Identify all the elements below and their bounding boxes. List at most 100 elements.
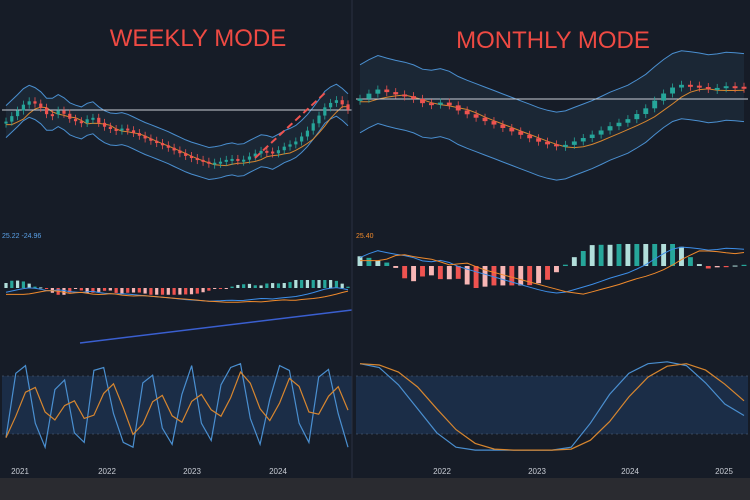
weekly-candle	[300, 136, 304, 142]
monthly-candle	[696, 85, 702, 88]
monthly-macd-bar	[714, 266, 720, 268]
monthly-x-tick-label: 2023	[528, 467, 546, 476]
monthly-macd-bar	[455, 266, 461, 279]
weekly-macd-bar	[166, 288, 170, 295]
weekly-signal-line	[6, 290, 349, 303]
monthly-macd-bar	[384, 262, 390, 266]
weekly-candle	[178, 150, 182, 154]
monthly-macd-line	[359, 246, 745, 294]
weekly-macd-bar	[44, 288, 49, 289]
weekly-macd-readout: 25.22 -24.96	[2, 233, 41, 240]
monthly-macd-bar	[437, 266, 443, 280]
weekly-candle	[329, 102, 333, 108]
weekly-candle	[184, 153, 188, 156]
monthly-candle	[643, 108, 649, 115]
weekly-candle	[85, 119, 89, 123]
weekly-candle	[230, 158, 234, 161]
weekly-candle	[68, 113, 72, 119]
weekly-candle	[166, 145, 170, 148]
monthly-macd-bar	[357, 256, 363, 266]
weekly-macd-trendline	[79, 309, 353, 344]
monthly-signal-line	[360, 250, 745, 295]
monthly-macd-bar	[598, 244, 604, 266]
weekly-macd-bar	[242, 284, 246, 288]
weekly-macd-bar	[27, 283, 31, 288]
monthly-macd-bar	[420, 266, 425, 277]
monthly-macd-bar	[536, 266, 542, 284]
weekly-candle	[131, 130, 136, 134]
weekly-candle	[207, 161, 211, 164]
monthly-candle	[687, 84, 693, 87]
monthly-macd-bar	[687, 257, 693, 266]
monthly-candle	[607, 126, 613, 131]
monthly-macd-bar	[705, 266, 711, 269]
weekly-candle	[137, 133, 141, 136]
monthly-macd-bar	[491, 266, 497, 286]
weekly-macd-bar	[108, 288, 112, 291]
monthly-candle	[500, 124, 506, 128]
weekly-macd-bar	[4, 282, 8, 288]
monthly-macd-bar	[393, 266, 399, 268]
monthly-candle	[366, 93, 372, 99]
weekly-candle	[265, 150, 269, 153]
weekly-candle	[15, 110, 20, 117]
weekly-macd-bar	[79, 288, 83, 291]
monthly-macd-bar	[402, 266, 408, 279]
monthly-candle	[625, 119, 631, 123]
weekly-macd-bar	[85, 288, 89, 294]
monthly-candle	[411, 96, 417, 99]
weekly-candle	[253, 153, 257, 157]
weekly-macd-bar	[33, 286, 37, 288]
weekly-macd-bar	[137, 288, 141, 293]
weekly-candle	[201, 159, 205, 162]
weekly-macd-bar	[149, 288, 153, 295]
monthly-macd-bar	[679, 246, 684, 266]
weekly-macd-bar	[236, 284, 240, 288]
weekly-candle	[120, 128, 124, 131]
monthly-candle	[420, 98, 425, 104]
weekly-candle	[79, 121, 83, 124]
weekly-candle	[213, 162, 217, 165]
monthly-candle	[491, 121, 497, 125]
weekly-candle	[143, 135, 147, 139]
monthly-candle	[634, 114, 640, 120]
monthly-candle	[482, 117, 488, 122]
weekly-macd-bar	[329, 280, 333, 288]
monthly-x-tick-label: 2022	[433, 467, 451, 476]
monthly-candle	[393, 92, 399, 95]
monthly-macd-bar	[580, 250, 586, 266]
monthly-macd-bar	[518, 266, 524, 286]
weekly-macd-bar	[346, 286, 350, 288]
weekly-candle	[102, 122, 107, 127]
weekly-candle	[189, 155, 194, 159]
weekly-macd-bar	[253, 285, 257, 288]
weekly-macd-bar	[73, 288, 78, 289]
weekly-macd-bar	[259, 285, 263, 288]
weekly-candle	[73, 118, 78, 122]
weekly-macd-bar	[218, 288, 223, 289]
weekly-bollinger-fill	[6, 84, 348, 180]
weekly-candle	[50, 114, 54, 117]
weekly-candle	[10, 116, 14, 122]
weekly-candle	[39, 103, 43, 108]
weekly-candle	[288, 144, 292, 147]
monthly-candle	[670, 87, 676, 94]
weekly-candle	[114, 129, 118, 132]
weekly-macd-bar	[207, 288, 211, 291]
monthly-chart-panel	[356, 50, 748, 451]
monthly-macd-bar	[473, 266, 479, 288]
monthly-candle	[536, 138, 542, 142]
weekly-candle	[44, 107, 49, 115]
monthly-candle	[384, 89, 390, 93]
weekly-macd-bar	[305, 280, 310, 288]
monthly-candle	[527, 134, 533, 139]
weekly-moving-average	[6, 106, 349, 167]
monthly-candle	[518, 131, 524, 135]
weekly-macd-bar	[340, 283, 344, 288]
weekly-candle	[27, 101, 31, 105]
monthly-macd-readout: 25.40	[356, 233, 374, 240]
weekly-macd-bar	[126, 288, 130, 293]
weekly-macd-bar	[10, 280, 14, 288]
weekly-candle	[160, 143, 165, 146]
monthly-mode-title: MONTHLY MODE	[456, 27, 650, 54]
